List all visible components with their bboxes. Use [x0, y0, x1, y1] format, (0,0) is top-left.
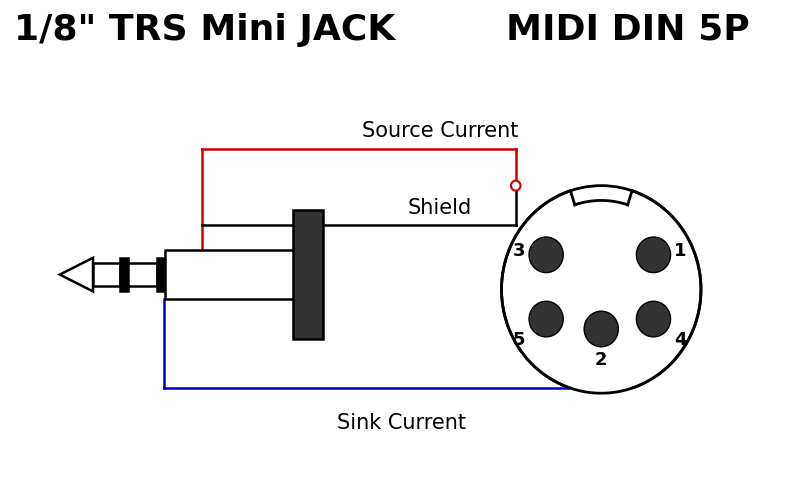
Circle shape [529, 237, 563, 273]
Circle shape [636, 301, 670, 337]
Text: Source Current: Source Current [362, 121, 518, 141]
Bar [157, 258, 166, 291]
Polygon shape [60, 258, 93, 291]
Circle shape [584, 311, 618, 347]
Wedge shape [570, 289, 633, 395]
Circle shape [502, 186, 701, 393]
Text: 5: 5 [513, 331, 526, 349]
Text: 1: 1 [674, 242, 687, 260]
Text: Sink Current: Sink Current [338, 413, 466, 433]
Circle shape [511, 180, 521, 191]
Bar [128, 263, 157, 287]
Text: 3: 3 [513, 242, 526, 260]
Circle shape [636, 237, 670, 273]
Circle shape [529, 301, 563, 337]
Text: MIDI DIN 5P: MIDI DIN 5P [506, 12, 750, 47]
Text: 2: 2 [595, 351, 607, 369]
Bar [293, 210, 323, 339]
Text: Shield: Shield [408, 198, 472, 218]
Text: 4: 4 [674, 331, 687, 349]
Bar [120, 258, 128, 291]
Bar [166, 250, 303, 300]
Text: 1/8" TRS Mini JACK: 1/8" TRS Mini JACK [14, 12, 395, 47]
Bar [93, 263, 120, 287]
